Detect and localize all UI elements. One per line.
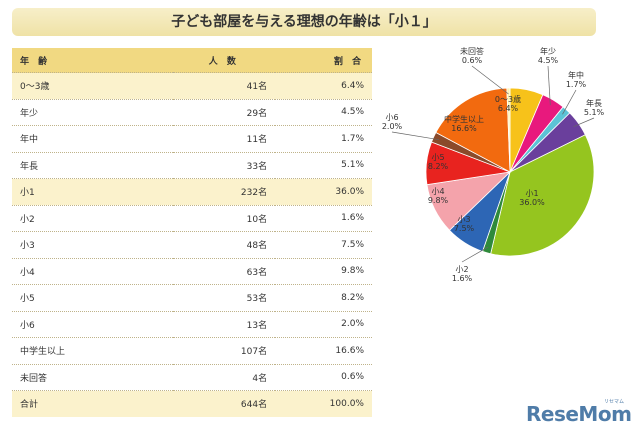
percent-cell: 100.0% — [275, 390, 372, 417]
leader-line — [573, 117, 595, 128]
age-cell: 小3 — [12, 231, 173, 259]
pie-slice — [435, 87, 511, 173]
count-cell: 232名 — [172, 178, 276, 206]
pie-label: 小4 9.8% — [428, 187, 449, 205]
age-cell: 小1 — [12, 178, 173, 206]
pie-label: 小5 8.2% — [428, 153, 449, 171]
count-cell: 63名 — [172, 258, 276, 285]
resemom-logo-sub: リセマム — [604, 399, 625, 405]
count-cell: 107名 — [172, 337, 276, 365]
pie-chart: 未回答 0.6% 年少 4.5% 0〜3歳 6.4% 年中 1.7% 年長 5.1% 小6 2.0% 中… — [382, 46, 605, 283]
percent-cell: 4.5% — [275, 99, 372, 126]
table-row: 年少 29名 4.5% — [12, 99, 372, 126]
header-age: 年 齢 — [12, 48, 173, 73]
pie-label: 0〜3歳 6.4% — [495, 94, 521, 113]
pie-label: 年少 4.5% — [538, 46, 559, 65]
age-cell: 小5 — [12, 284, 173, 312]
pie-slice — [506, 87, 511, 173]
header-percent: 割 合 — [275, 48, 372, 73]
count-cell: 33名 — [172, 152, 276, 179]
percent-cell: 1.7% — [275, 125, 372, 153]
percent-cell: 36.0% — [275, 178, 372, 206]
age-cell: 小2 — [12, 205, 173, 232]
count-cell: 41名 — [172, 72, 276, 100]
age-cell: 0〜3歳 — [12, 72, 173, 100]
pie-slice — [490, 134, 595, 257]
pie-label: 未回答 0.6% — [460, 46, 484, 65]
table-row: 小4 63名 9.8% — [12, 258, 372, 285]
table-row: 0〜3歳 41名 6.4% — [12, 72, 372, 100]
age-cell: 小6 — [12, 311, 173, 338]
age-table: 年 齢 人 数 割 合 0〜3歳 41名 6.4% 年少 29名 4.5% 年中 11名 1.7… — [12, 48, 372, 417]
table-total-row: 合計 644名 100.0% — [12, 390, 372, 417]
percent-cell: 8.2% — [275, 284, 372, 312]
table-row: 年中 11名 1.7% — [12, 125, 372, 153]
count-cell: 29名 — [172, 99, 276, 126]
percent-cell: 6.4% — [275, 72, 372, 100]
percent-cell: 1.6% — [275, 205, 372, 232]
pie-label: 小1 36.0% — [519, 189, 545, 207]
percent-cell: 5.1% — [275, 152, 372, 179]
count-cell: 4名 — [172, 364, 276, 391]
count-cell: 53名 — [172, 284, 276, 312]
age-cell: 中学生以上 — [12, 337, 173, 365]
table-row: 年長 33名 5.1% — [12, 152, 372, 179]
leader-line — [391, 131, 440, 141]
resemom-logo: ReseMom — [526, 402, 632, 426]
age-cell: 年少 — [12, 99, 173, 126]
pie-label: 小2 1.6% — [452, 265, 473, 283]
table-row: 小5 53名 8.2% — [12, 284, 372, 312]
pie-label: 年長 5.1% — [584, 98, 605, 117]
percent-cell: 9.8% — [275, 258, 372, 285]
count-cell: 48名 — [172, 231, 276, 259]
leader-line — [562, 89, 577, 115]
table-row: 小2 10名 1.6% — [12, 205, 372, 232]
age-cell: 合計 — [12, 390, 173, 417]
header-count: 人 数 — [172, 48, 276, 73]
table-row: 中学生以上 107名 16.6% — [12, 337, 372, 365]
count-cell: 11名 — [172, 125, 276, 153]
table-header-row: 年 齢 人 数 割 合 — [12, 48, 372, 73]
table-row: 小3 48名 7.5% — [12, 231, 372, 259]
percent-cell: 7.5% — [275, 231, 372, 259]
pie-label: 小3 7.5% — [454, 215, 475, 233]
pie-label: 年中 1.7% — [566, 70, 587, 89]
table-row: 小1 232名 36.0% — [12, 178, 372, 206]
leader-line — [547, 65, 551, 106]
percent-cell: 0.6% — [275, 364, 372, 391]
age-cell: 年中 — [12, 125, 173, 153]
table-row: 未回答 4名 0.6% — [12, 364, 372, 391]
count-cell: 13名 — [172, 311, 276, 338]
table-row: 小6 13名 2.0% — [12, 311, 372, 338]
age-cell: 小4 — [12, 258, 173, 285]
pie-label: 小6 2.0% — [382, 113, 403, 131]
pie-label: 中学生以上 16.6% — [444, 114, 484, 133]
leader-line — [471, 65, 509, 95]
leader-line — [461, 246, 489, 263]
chart-title: 子ども部屋を与える理想の年齢は「小１」 — [12, 8, 596, 36]
age-cell: 年長 — [12, 152, 173, 179]
count-cell: 644名 — [172, 390, 276, 417]
percent-cell: 2.0% — [275, 311, 372, 338]
age-cell: 未回答 — [12, 364, 173, 391]
count-cell: 10名 — [172, 205, 276, 232]
percent-cell: 16.6% — [275, 337, 372, 365]
